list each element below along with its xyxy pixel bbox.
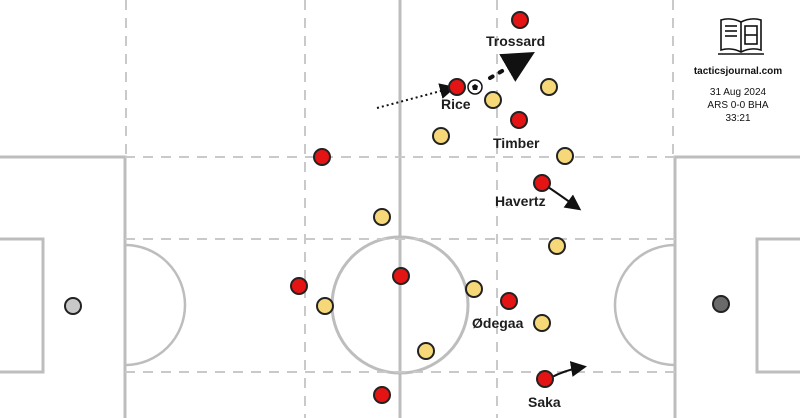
left-penalty-arc [124, 243, 187, 367]
havertz-run-arrow [547, 186, 582, 211]
brighton-player [465, 280, 483, 298]
brighton-player [484, 91, 502, 109]
brighton-player [316, 297, 334, 315]
brighton-player [548, 237, 566, 255]
label-saka: Saka [528, 394, 561, 410]
arsenal-player-saka [536, 370, 554, 388]
label-rice: Rice [441, 96, 471, 112]
brighton-player [556, 147, 574, 165]
arsenal-player-rice [448, 78, 466, 96]
label-odegaard: Ødegaa [472, 315, 524, 331]
arsenal-players [64, 11, 554, 404]
brighton-player [533, 314, 551, 332]
arsenal-goalkeeper [64, 297, 82, 315]
match-score: ARS 0-0 BHA [707, 100, 769, 111]
match-date: 31 Aug 2024 [709, 87, 767, 98]
brighton-player [432, 127, 450, 145]
arsenal-player-timber [510, 111, 528, 129]
brighton-players [316, 78, 730, 360]
arsenal-player [373, 386, 391, 404]
right-six-yard-box [755, 237, 800, 374]
book-pitch-icon [718, 18, 764, 55]
right-penalty-arc [613, 243, 676, 367]
match-info: 31 Aug 2024 ARS 0-0 BHA 33:21 [684, 86, 792, 125]
arsenal-player-trossard [511, 11, 529, 29]
brighton-player [417, 342, 435, 360]
left-penalty-box [0, 155, 127, 418]
left-six-yard-box [0, 237, 45, 374]
arsenal-player-havertz [533, 174, 551, 192]
pass-arrow [488, 51, 535, 82]
brighton-goalkeeper [712, 295, 730, 313]
match-clock: 33:21 [725, 113, 751, 124]
arsenal-player [290, 277, 308, 295]
label-trossard: Trossard [486, 33, 545, 49]
label-havertz: Havertz [495, 193, 546, 209]
arsenal-player [313, 148, 331, 166]
label-timber: Timber [493, 135, 540, 151]
site-name: tacticsjournal.com [693, 66, 783, 77]
right-penalty-box [673, 155, 800, 418]
arsenal-player-odegaard [500, 292, 518, 310]
ball-icon [467, 79, 483, 95]
brighton-player [540, 78, 558, 96]
arsenal-player [392, 267, 410, 285]
brighton-player [373, 208, 391, 226]
